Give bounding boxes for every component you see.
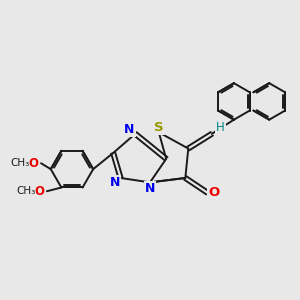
Text: N: N [145, 182, 155, 195]
Text: N: N [110, 176, 120, 189]
Text: S: S [154, 121, 164, 134]
Text: O: O [208, 186, 220, 199]
Text: CH₃: CH₃ [16, 186, 35, 196]
Text: S: S [154, 121, 164, 134]
Text: CH₃: CH₃ [10, 158, 29, 168]
Text: O: O [34, 185, 45, 198]
Text: H: H [216, 122, 225, 134]
Text: N: N [110, 176, 120, 189]
Text: N: N [124, 123, 135, 136]
Text: N: N [124, 123, 135, 136]
Text: O: O [29, 157, 39, 170]
Text: H: H [216, 122, 225, 134]
Text: N: N [145, 182, 155, 195]
Text: O: O [208, 186, 220, 199]
